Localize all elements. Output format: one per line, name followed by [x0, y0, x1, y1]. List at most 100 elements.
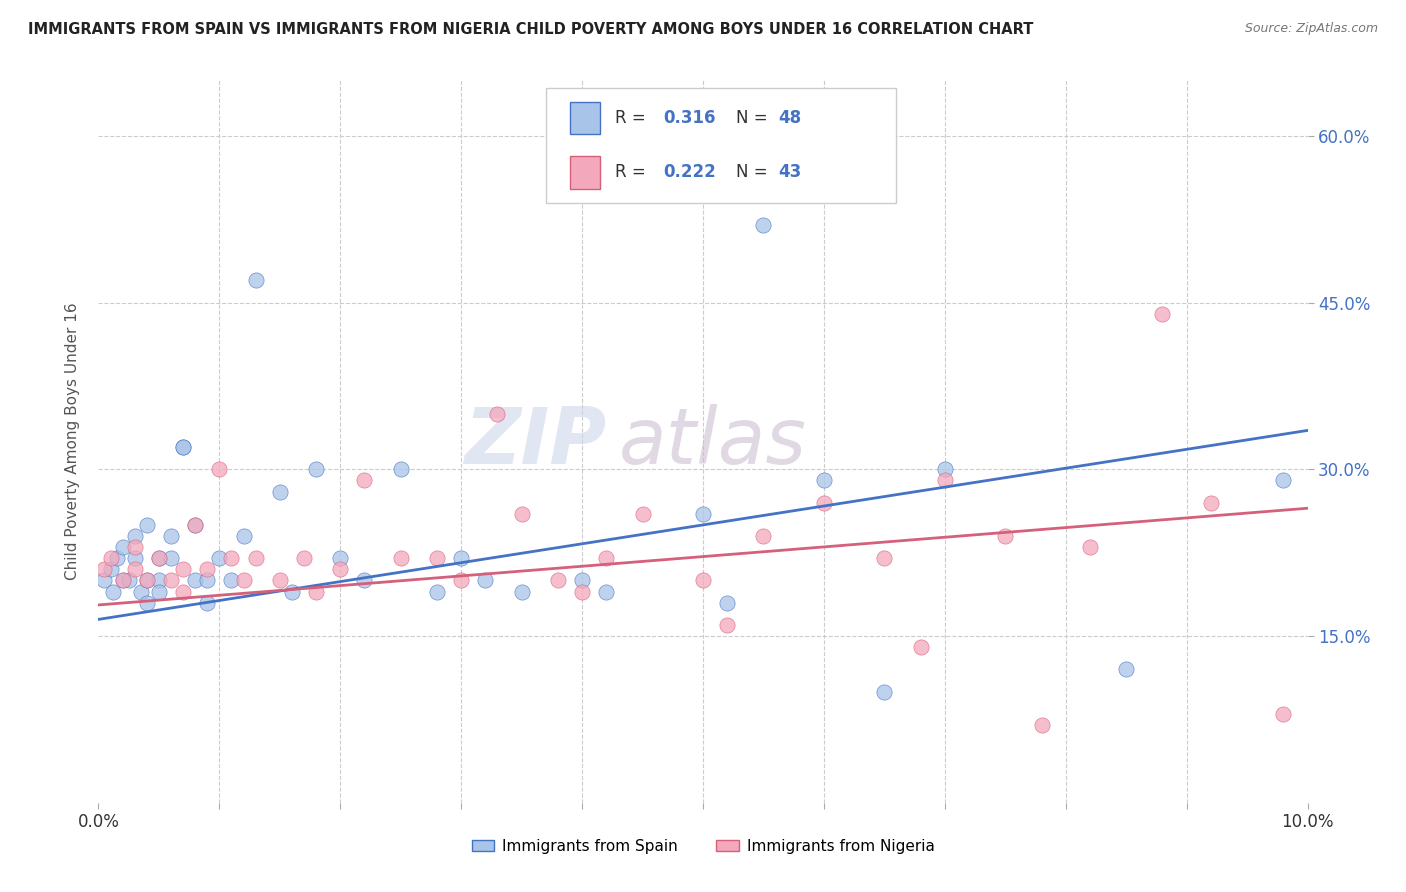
Point — [329, 562, 352, 576]
Point — [305, 462, 328, 476]
Point — [160, 551, 183, 566]
Point — [93, 574, 115, 588]
Point — [426, 584, 449, 599]
Point — [208, 551, 231, 566]
Point — [135, 574, 157, 588]
Point — [124, 540, 146, 554]
Text: IMMIGRANTS FROM SPAIN VS IMMIGRANTS FROM NIGERIA CHILD POVERTY AMONG BOYS UNDER : IMMIGRANTS FROM SPAIN VS IMMIGRANTS FROM… — [28, 22, 1033, 37]
Point — [232, 574, 254, 588]
Point — [934, 474, 956, 488]
Point — [426, 551, 449, 566]
Point — [450, 574, 472, 588]
Point — [450, 551, 472, 566]
Text: Source: ZipAtlas.com: Source: ZipAtlas.com — [1244, 22, 1378, 36]
Point — [100, 551, 122, 566]
Point — [281, 584, 304, 599]
Point — [221, 574, 243, 588]
Point — [353, 574, 375, 588]
Point — [129, 584, 152, 599]
Point — [135, 517, 157, 532]
Point — [595, 584, 617, 599]
Text: R =: R = — [614, 109, 651, 128]
Point — [934, 462, 956, 476]
Point — [389, 462, 412, 476]
Point — [148, 584, 170, 599]
Point — [329, 551, 352, 566]
Text: 43: 43 — [778, 163, 801, 181]
Point — [292, 551, 315, 566]
Point — [1152, 307, 1174, 321]
Text: 0.222: 0.222 — [664, 163, 716, 181]
Point — [135, 596, 157, 610]
Point — [716, 596, 738, 610]
Point — [305, 584, 328, 599]
Point — [184, 574, 207, 588]
Point — [160, 529, 183, 543]
Point — [474, 574, 496, 588]
Point — [245, 551, 267, 566]
Point — [245, 273, 267, 287]
Point — [111, 574, 134, 588]
Point — [118, 574, 141, 588]
Point — [105, 551, 128, 566]
Point — [873, 551, 896, 566]
Point — [631, 507, 654, 521]
Point — [232, 529, 254, 543]
Point — [1031, 718, 1053, 732]
Point — [148, 574, 170, 588]
Point — [1199, 496, 1222, 510]
Point — [208, 462, 231, 476]
Text: N =: N = — [735, 163, 772, 181]
Point — [994, 529, 1017, 543]
Point — [595, 551, 617, 566]
Point — [172, 440, 194, 454]
Point — [93, 562, 115, 576]
Text: N =: N = — [735, 109, 772, 128]
Bar — [569, 102, 600, 135]
Point — [269, 484, 291, 499]
Point — [195, 574, 218, 588]
Point — [389, 551, 412, 566]
Legend: Immigrants from Spain, Immigrants from Nigeria: Immigrants from Spain, Immigrants from N… — [465, 833, 941, 860]
Point — [752, 218, 775, 232]
Point — [135, 574, 157, 588]
Text: R =: R = — [614, 163, 651, 181]
Point — [716, 618, 738, 632]
Point — [221, 551, 243, 566]
Point — [101, 584, 124, 599]
Point — [910, 640, 932, 655]
Point — [148, 551, 170, 566]
Point — [510, 584, 533, 599]
FancyBboxPatch shape — [546, 87, 897, 203]
Point — [195, 596, 218, 610]
Point — [547, 574, 569, 588]
Point — [124, 551, 146, 566]
Point — [752, 529, 775, 543]
Point — [692, 574, 714, 588]
Point — [571, 574, 593, 588]
Point — [486, 407, 509, 421]
Point — [172, 562, 194, 576]
Point — [184, 517, 207, 532]
Point — [111, 540, 134, 554]
Point — [813, 496, 835, 510]
Point — [813, 474, 835, 488]
Point — [1078, 540, 1101, 554]
Point — [195, 562, 218, 576]
Point — [172, 584, 194, 599]
Point — [692, 507, 714, 521]
Point — [100, 562, 122, 576]
Point — [1115, 662, 1137, 676]
Point — [148, 551, 170, 566]
Y-axis label: Child Poverty Among Boys Under 16: Child Poverty Among Boys Under 16 — [65, 302, 80, 581]
Point — [124, 529, 146, 543]
Point — [873, 684, 896, 698]
Point — [571, 584, 593, 599]
Text: atlas: atlas — [619, 403, 806, 480]
Point — [1272, 474, 1295, 488]
Point — [124, 562, 146, 576]
Point — [111, 574, 134, 588]
Point — [184, 517, 207, 532]
Text: 0.316: 0.316 — [664, 109, 716, 128]
Text: 48: 48 — [778, 109, 801, 128]
